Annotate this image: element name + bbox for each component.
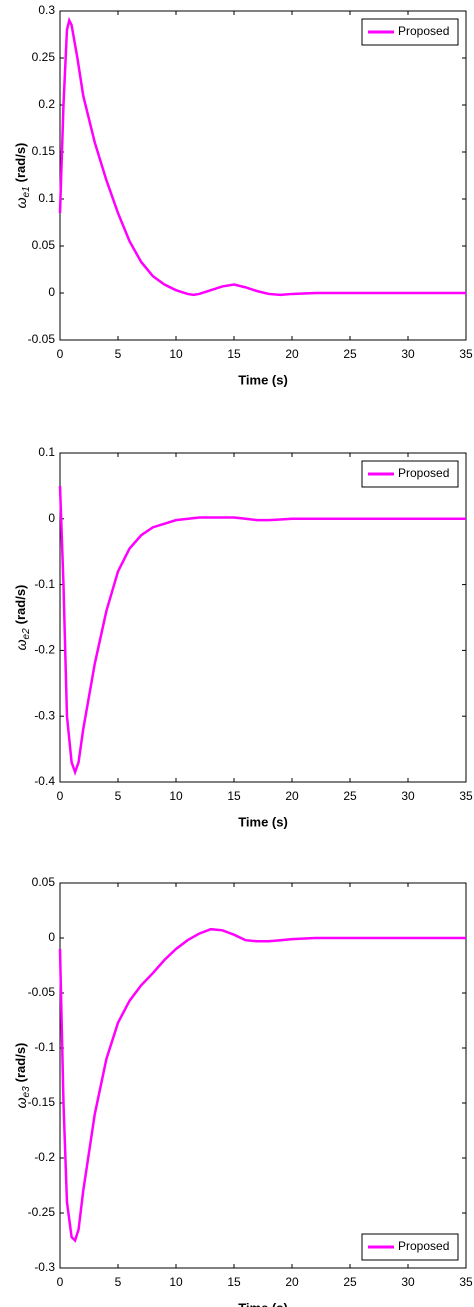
y-tick-label: -0.2 xyxy=(34,643,55,657)
x-tick-label: 10 xyxy=(169,1275,183,1289)
x-tick-label: 35 xyxy=(459,789,473,803)
y-tick-label: 0 xyxy=(48,511,55,525)
y-tick-label: 0 xyxy=(48,285,55,299)
y-tick-label: 0.2 xyxy=(38,97,55,111)
y-axis-symbol: ω xyxy=(13,197,29,208)
y-tick-label: -0.4 xyxy=(34,774,55,788)
x-tick-label: 35 xyxy=(459,1275,473,1289)
x-axis-title: Time (s) xyxy=(238,814,288,829)
x-tick-label: 15 xyxy=(227,347,241,361)
x-tick-label: 20 xyxy=(285,347,299,361)
x-tick-label: 25 xyxy=(343,1275,357,1289)
y-tick-label: -0.2 xyxy=(34,1150,55,1164)
y-tick-label: -0.3 xyxy=(34,708,55,722)
x-tick-label: 0 xyxy=(57,1275,64,1289)
x-tick-label: 25 xyxy=(343,347,357,361)
y-tick-label: -0.1 xyxy=(34,1040,55,1054)
chart: -0.4 -0.3 -0.2 -0.1 0 0.1 0 5 10 15 20 25 30 35 Time (… xyxy=(13,445,473,829)
x-tick-label: 15 xyxy=(227,1275,241,1289)
x-tick-label: 30 xyxy=(401,789,415,803)
y-axis-unit: (rad/s) xyxy=(13,143,28,183)
x-tick-label: 5 xyxy=(115,347,122,361)
x-tick-label: 20 xyxy=(285,789,299,803)
x-tick-label: 0 xyxy=(57,347,64,361)
y-axis-symbol: ω xyxy=(13,1097,29,1108)
x-tick-label: 30 xyxy=(401,347,415,361)
y-tick-label: -0.05 xyxy=(28,332,56,346)
x-tick-label: 10 xyxy=(169,347,183,361)
x-tick-label: 15 xyxy=(227,789,241,803)
y-tick-label: 0.1 xyxy=(38,191,55,205)
y-axis-symbol: ω xyxy=(13,639,29,650)
x-tick-label: 5 xyxy=(115,1275,122,1289)
y-tick-label: 0.1 xyxy=(38,445,55,459)
y-axis-subscript: e3 xyxy=(21,1086,32,1098)
y-tick-label: -0.15 xyxy=(28,1095,56,1109)
data-line xyxy=(58,485,466,776)
data-line xyxy=(58,16,466,297)
y-tick-label: 0.15 xyxy=(32,144,56,158)
x-tick-label: 20 xyxy=(285,1275,299,1289)
y-tick-label: -0.3 xyxy=(34,1260,55,1274)
chart: -0.3 -0.25 -0.2 -0.15 -0.1 -0.05 0 0.05 0 5 10 15 20… xyxy=(13,875,473,1307)
y-axis-subscript: e2 xyxy=(21,628,32,640)
y-axis-unit: (rad/s) xyxy=(13,585,28,625)
x-tick-label: 25 xyxy=(343,789,357,803)
x-tick-label: 30 xyxy=(401,1275,415,1289)
y-tick-label: -0.1 xyxy=(34,577,55,591)
plot-area xyxy=(59,882,467,1269)
x-tick-label: 0 xyxy=(57,789,64,803)
y-axis-title: ωe2 (rad/s) xyxy=(13,585,32,651)
x-tick-label: 35 xyxy=(459,347,473,361)
y-axis-unit: (rad/s) xyxy=(13,1043,28,1083)
x-axis-title: Time (s) xyxy=(238,372,288,387)
y-tick-label: 0.3 xyxy=(38,3,55,17)
y-tick-label: -0.25 xyxy=(28,1205,56,1219)
y-axis-subscript: e1 xyxy=(21,186,32,197)
x-axis-title: Time (s) xyxy=(238,1300,288,1307)
plot-area xyxy=(59,452,467,783)
y-tick-label: 0.25 xyxy=(32,50,56,64)
y-axis-title: ωe1 (rad/s) xyxy=(13,143,32,209)
data-line xyxy=(58,927,466,1243)
y-axis-title: ωe3 (rad/s) xyxy=(13,1043,32,1109)
y-tick-label: 0.05 xyxy=(32,875,56,889)
y-tick-label: -0.05 xyxy=(28,985,56,999)
x-tick-label: 10 xyxy=(169,789,183,803)
plot-area xyxy=(59,10,467,341)
x-tick-label: 5 xyxy=(115,789,122,803)
y-tick-label: 0 xyxy=(48,930,55,944)
y-tick-label: 0.05 xyxy=(32,238,56,252)
legend-label: Proposed xyxy=(398,24,449,38)
legend-label: Proposed xyxy=(398,1239,449,1253)
legend-label: Proposed xyxy=(398,466,449,480)
